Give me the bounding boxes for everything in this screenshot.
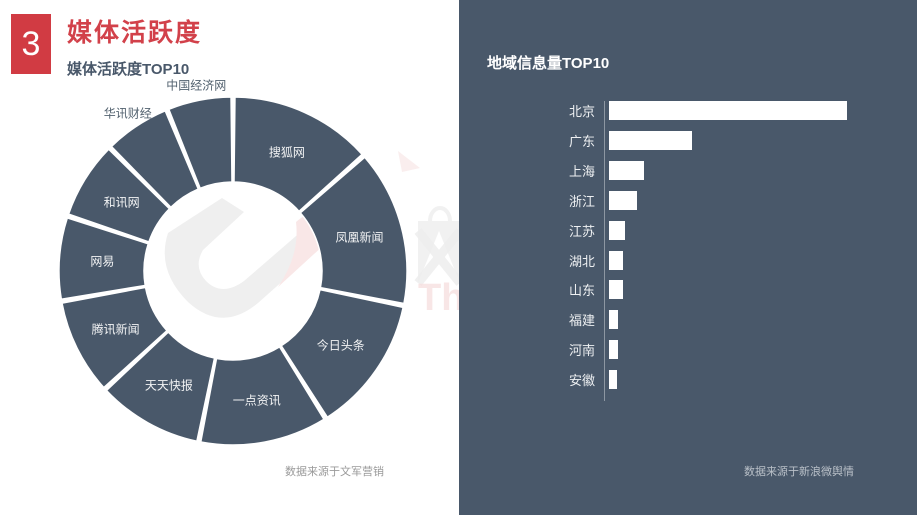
svg-text:The S: The S [418, 277, 460, 319]
